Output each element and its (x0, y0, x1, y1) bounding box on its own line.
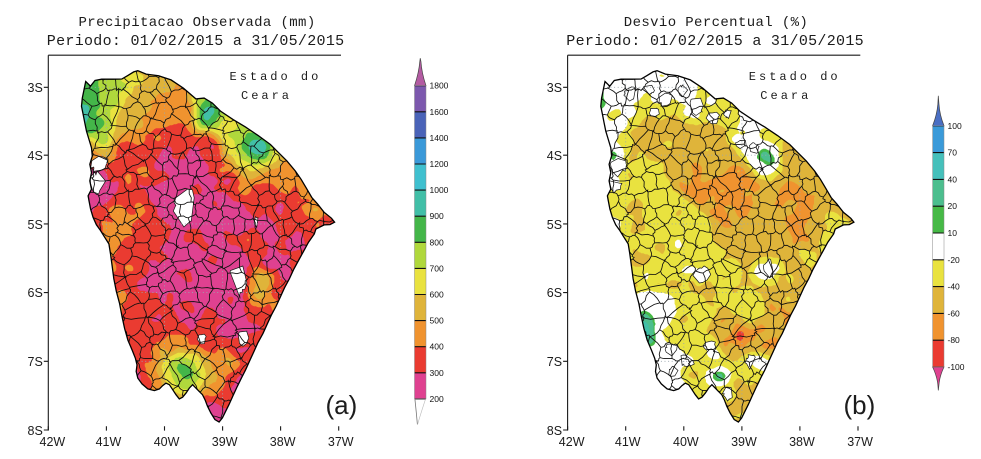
svg-text:1800: 1800 (430, 81, 449, 91)
svg-text:700: 700 (430, 263, 444, 273)
svg-text:1200: 1200 (430, 159, 449, 169)
svg-text:100: 100 (948, 121, 962, 131)
svg-text:500: 500 (430, 316, 444, 326)
svg-text:1400: 1400 (430, 133, 449, 143)
svg-text:800: 800 (430, 237, 444, 247)
svg-text:-60: -60 (948, 308, 961, 318)
svg-text:-80: -80 (948, 335, 961, 345)
svg-text:-100: -100 (948, 362, 965, 372)
svg-text:10: 10 (948, 228, 958, 238)
svg-text:20: 20 (948, 201, 958, 211)
svg-text:1000: 1000 (430, 185, 449, 195)
svg-text:900: 900 (430, 211, 444, 221)
svg-text:200: 200 (430, 394, 444, 404)
svg-text:-40: -40 (948, 282, 961, 292)
svg-text:600: 600 (430, 290, 444, 300)
svg-text:300: 300 (430, 368, 444, 378)
svg-text:70: 70 (948, 148, 958, 158)
svg-text:1600: 1600 (430, 107, 449, 117)
svg-text:-20: -20 (948, 255, 961, 265)
svg-text:40: 40 (948, 174, 958, 184)
svg-text:400: 400 (430, 342, 444, 352)
